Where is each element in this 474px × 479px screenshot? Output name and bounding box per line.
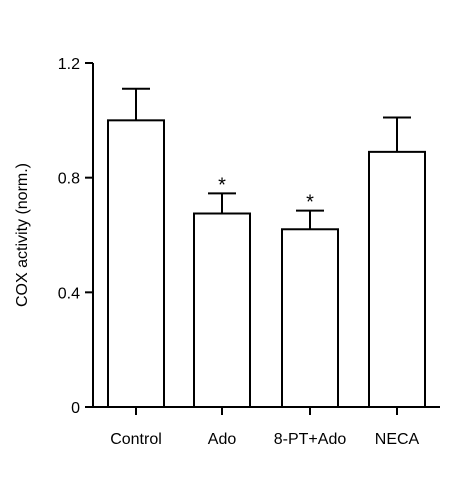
significance-marker: *: [306, 192, 314, 214]
bar-3: [368, 150, 426, 408]
bar-2: [281, 228, 339, 408]
x-category-label: Ado: [208, 431, 237, 448]
y-tick-label: 0: [71, 400, 80, 417]
x-category-label: NECA: [375, 431, 420, 448]
y-tick-label: 0.8: [58, 171, 80, 188]
x-category-label: Control: [110, 431, 162, 448]
y-tick-label: 1.2: [58, 56, 80, 73]
x-category-label: 8-PT+Ado: [274, 431, 347, 448]
bars: [107, 87, 426, 408]
y-axis-label: COX activity (norm.): [14, 163, 31, 307]
bar-1: [193, 212, 251, 408]
labels: 0 0.4 0.8 1.2 COX activity (norm.) Control * Ad…: [14, 56, 420, 448]
significance-marker: *: [218, 174, 226, 196]
y-tick-label: 0.4: [58, 285, 80, 302]
bar-0: [107, 119, 165, 408]
